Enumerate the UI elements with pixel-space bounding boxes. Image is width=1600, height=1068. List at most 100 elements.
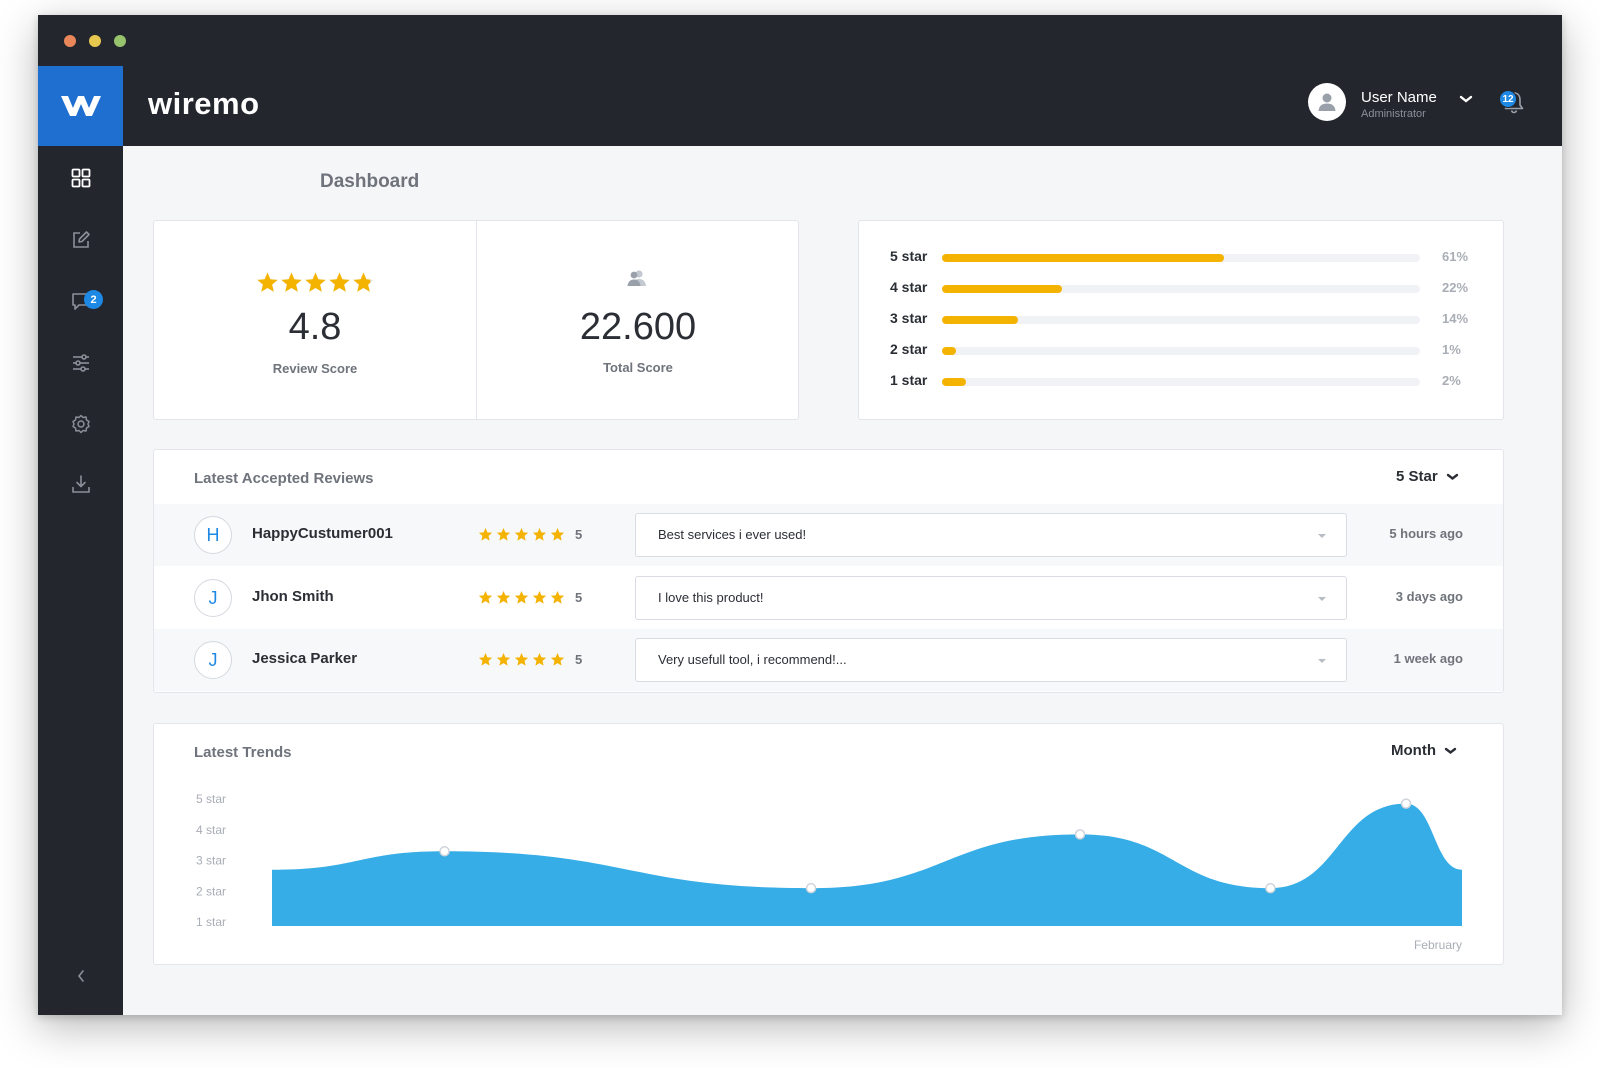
window-maximize-button[interactable] — [114, 35, 126, 47]
total-score-label: Total Score — [603, 360, 673, 375]
review-score-value: 4.8 — [288, 306, 342, 348]
score-card: 4.8 Review Score 22.600 Total Score — [153, 220, 799, 420]
review-score-label: Review Score — [272, 361, 358, 376]
trends-chart: 1 star 2 star 3 star 4 star 5 star February — [196, 792, 1462, 952]
review-comment-text: Best services i ever used! — [658, 527, 807, 542]
star-icon — [496, 590, 511, 604]
sidebar-item-edit[interactable] — [38, 220, 123, 260]
review-row: J Jessica Parker 5 Very usefull tool, i … — [154, 629, 1503, 691]
sidebar-collapse-button[interactable] — [38, 966, 123, 986]
distribution-label: 2 star — [890, 341, 928, 357]
star-icon — [550, 590, 565, 604]
star-icon — [514, 590, 529, 604]
review-comment-text: Very usefull tool, i recommend!... — [658, 652, 847, 667]
review-stars — [478, 527, 565, 542]
trend-point[interactable] — [805, 882, 817, 894]
download-icon — [71, 475, 90, 493]
latest-trends-card: 1 star 2 star 3 star 4 star 5 star February L… — [153, 723, 1504, 965]
star-icon — [532, 652, 547, 666]
y-tick-label: 5 star — [196, 792, 226, 806]
caret-down-icon — [1318, 534, 1326, 538]
latest-reviews-card: Latest Accepted Reviews 5 Star H HappyCu… — [153, 449, 1504, 693]
distribution-track — [942, 316, 1420, 324]
star-icon — [478, 527, 493, 541]
distribution-track — [942, 254, 1420, 262]
y-tick-label: 4 star — [196, 823, 226, 837]
trend-point[interactable] — [1074, 829, 1086, 840]
edit-icon — [72, 231, 90, 248]
distribution-percent: 22% — [1442, 280, 1469, 295]
wiremo-logo-icon — [60, 96, 101, 116]
gear-icon — [71, 414, 90, 434]
star-icon — [550, 652, 565, 666]
logo[interactable] — [38, 66, 123, 146]
reviews-filter-dropdown[interactable]: 5 Star — [1396, 468, 1459, 485]
review-stars — [478, 652, 565, 667]
sidebar: 2 — [38, 146, 123, 1015]
review-comment-dropdown[interactable]: I love this product! — [635, 576, 1347, 620]
distribution-bar — [942, 254, 1225, 262]
window-minimize-button[interactable] — [89, 35, 101, 47]
y-tick-label: 1 star — [196, 915, 226, 929]
trends-filter-dropdown[interactable]: Month — [1391, 742, 1457, 759]
trend-point[interactable] — [1265, 882, 1276, 894]
trend-point[interactable] — [1400, 798, 1412, 809]
star-icon — [496, 652, 511, 666]
sidebar-item-settings[interactable] — [38, 404, 123, 444]
chevron-down-icon[interactable] — [1459, 94, 1473, 104]
star-icon — [353, 272, 374, 292]
dashboard-grid-icon — [71, 168, 90, 188]
distribution-label: 3 star — [890, 310, 928, 326]
star-icon — [478, 590, 493, 604]
star-icon — [532, 590, 547, 604]
star-icon — [281, 272, 302, 292]
reviewer-avatar: H — [194, 516, 232, 554]
user-name[interactable]: User Name — [1361, 89, 1437, 106]
distribution-track — [942, 378, 1420, 386]
chevron-down-icon — [1444, 747, 1457, 755]
star-icon — [496, 527, 511, 541]
total-score-value: 22.600 — [579, 306, 697, 348]
rating-distribution-card: 5 star 61% 4 star 22% 3 star 14% 2 star … — [858, 220, 1504, 420]
review-comment-dropdown[interactable]: Best services i ever used! — [635, 513, 1347, 557]
sidebar-item-dashboard[interactable] — [38, 158, 123, 198]
star-icon — [514, 527, 529, 541]
app-window: wiremo User Name Administrator 12 — [38, 15, 1562, 1015]
star-icon — [478, 652, 493, 666]
distribution-percent: 14% — [1442, 311, 1469, 326]
star-icon — [305, 272, 326, 292]
distribution-row-1: 1 star 2% — [859, 371, 1505, 391]
trend-point[interactable] — [439, 846, 450, 857]
review-rating: 5 — [575, 652, 583, 667]
caret-down-icon — [1318, 659, 1326, 663]
page-title: Dashboard — [320, 171, 420, 192]
reviews-filter-value: 5 Star — [1396, 468, 1438, 485]
user-avatar[interactable] — [1308, 83, 1346, 121]
trends-filter-value: Month — [1391, 742, 1436, 759]
sidebar-item-settings-sliders[interactable] — [38, 343, 123, 383]
reviewer-avatar: J — [194, 579, 232, 617]
reviews-heading: Latest Accepted Reviews — [194, 470, 374, 487]
sidebar-item-reviews[interactable]: 2 — [38, 281, 123, 321]
y-tick-label: 3 star — [196, 854, 226, 868]
star-icon — [257, 272, 278, 292]
user-icon — [1318, 93, 1336, 111]
distribution-bar — [942, 378, 966, 386]
sliders-icon — [72, 354, 89, 372]
y-tick-label: 2 star — [196, 884, 226, 898]
star-icon — [550, 527, 565, 541]
distribution-bar — [942, 285, 1062, 293]
review-comment-dropdown[interactable]: Very usefull tool, i recommend!... — [635, 638, 1347, 682]
review-time: 5 hours ago — [1389, 526, 1463, 541]
distribution-percent: 61% — [1442, 249, 1469, 264]
top-bar: wiremo User Name Administrator 12 — [38, 66, 1562, 146]
sidebar-item-download[interactable] — [38, 464, 123, 504]
caret-down-icon — [1318, 597, 1326, 601]
reviewer-avatar: J — [194, 641, 232, 679]
distribution-row-2: 2 star 1% — [859, 340, 1505, 360]
distribution-bar — [942, 347, 957, 355]
x-axis-label: February — [1414, 938, 1462, 952]
window-close-button[interactable] — [64, 35, 76, 47]
review-rating-stars — [256, 271, 375, 294]
review-stars — [478, 590, 565, 605]
